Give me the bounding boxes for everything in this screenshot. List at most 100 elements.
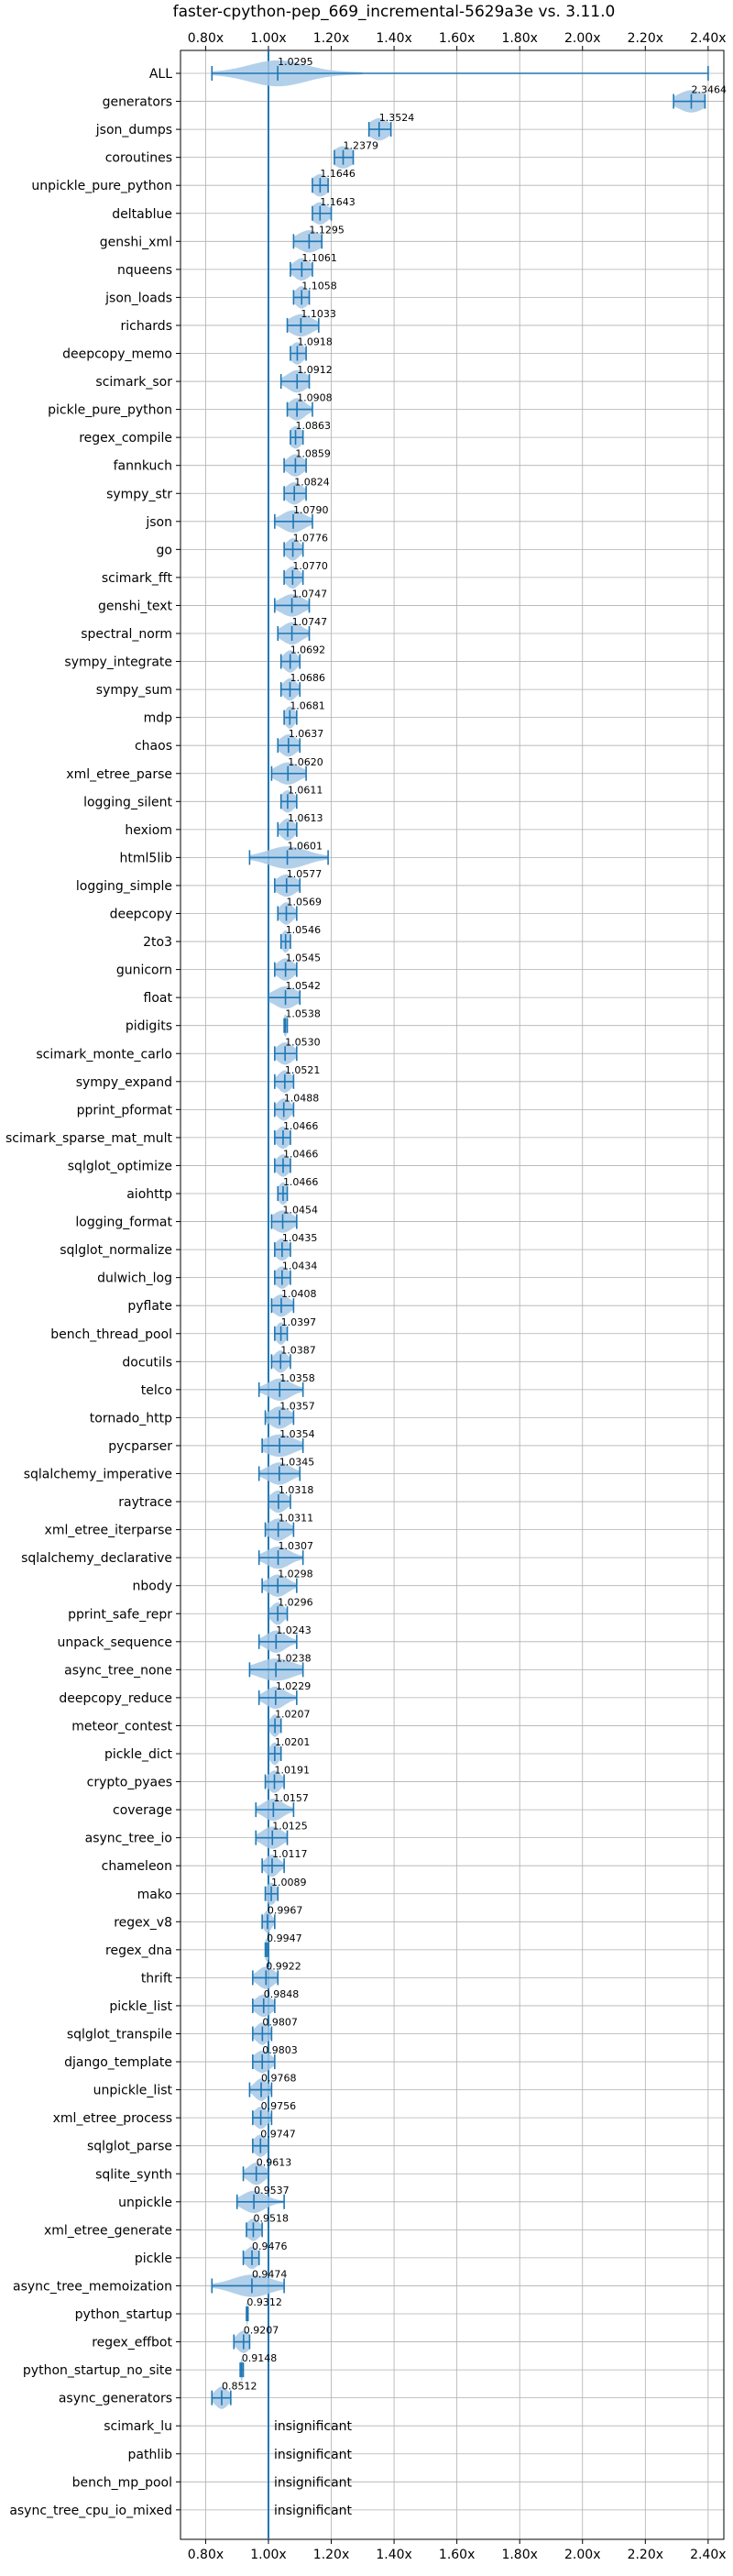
value-label: 1.3524 — [379, 112, 415, 124]
marks-layer: 1.0295 2.3464 1.3524 1.2379 1.1646 1.1643 1.12… — [211, 50, 727, 2539]
value-label: 0.9474 — [252, 2268, 288, 2280]
benchmark-label: logging_silent — [83, 795, 172, 809]
value-label: 1.0569 — [286, 897, 322, 908]
value-label: 0.9613 — [257, 2156, 292, 2168]
value-label: 1.0747 — [292, 588, 328, 600]
benchmark-label: sqlglot_optimize — [68, 1159, 172, 1173]
benchmark-label: docutils — [122, 1355, 172, 1370]
value-label: 1.0601 — [288, 840, 323, 852]
value-label: 1.0545 — [286, 952, 322, 964]
x-tick-label-bottom: 0.80x — [188, 2548, 224, 2562]
value-label: 1.0538 — [285, 1008, 321, 1020]
benchmark-label: genshi_xml — [100, 235, 172, 249]
benchmark-label: scimark_fft — [102, 571, 173, 586]
benchmark-label: regex_v8 — [114, 1915, 172, 1930]
value-label: 1.0345 — [279, 1457, 315, 1469]
value-label: 1.0466 — [283, 1120, 319, 1132]
value-label: 0.9476 — [252, 2240, 288, 2252]
value-label: 1.0191 — [275, 1765, 311, 1777]
value-label: 0.8512 — [222, 2381, 257, 2393]
value-label: 1.0387 — [280, 1344, 316, 1356]
value-label: 1.0201 — [275, 1736, 311, 1748]
x-tick-label-top: 2.40x — [690, 31, 726, 46]
insignificant-label: insignificant — [274, 2448, 353, 2462]
benchmark-label: python_startup_no_site — [23, 2363, 172, 2378]
chart-title: faster-cpython-pep_669_incremental-5629a… — [173, 3, 616, 21]
value-label: 1.0318 — [279, 1484, 314, 1496]
value-label: 1.0466 — [283, 1176, 319, 1188]
benchmark-label: async_tree_io — [85, 1832, 172, 1846]
benchmark-label: 2to3 — [143, 935, 172, 950]
benchmark-label: deepcopy_memo — [62, 347, 172, 362]
benchmark-label: xml_etree_parse — [66, 767, 172, 782]
value-label: 1.1643 — [320, 196, 356, 208]
insignificant-label: insignificant — [274, 2419, 353, 2434]
axis-layer: 0.80x 0.80x 1.00x 1.00x 1.20x 1.20x 1.40x 1.40x… — [5, 31, 727, 2562]
benchmark-label: deepcopy — [110, 908, 172, 922]
value-label: 0.9768 — [261, 2073, 297, 2085]
value-label: 1.0637 — [289, 728, 324, 740]
x-tick-label-bottom: 2.40x — [690, 2548, 726, 2562]
benchmark-label: sqlglot_parse — [87, 2140, 172, 2154]
value-label: 1.0408 — [281, 1288, 317, 1300]
benchmark-label: telco — [141, 1383, 172, 1398]
benchmark-label: pyflate — [127, 1299, 172, 1314]
benchmark-label: sympy_sum — [96, 683, 172, 698]
benchmark-label: python_startup — [75, 2307, 172, 2322]
benchmark-label: genshi_text — [98, 599, 173, 613]
value-label: 1.0790 — [293, 504, 329, 516]
benchmark-label: pathlib — [128, 2448, 173, 2462]
value-label: 1.0776 — [293, 532, 329, 544]
x-tick-label-bottom: 1.80x — [501, 2548, 537, 2562]
x-tick-label-top: 2.20x — [628, 31, 663, 46]
value-label: 1.0207 — [275, 1708, 311, 1720]
value-label: 2.3464 — [691, 84, 727, 96]
benchmark-label: float — [144, 991, 173, 1006]
benchmark-label: sympy_str — [106, 487, 172, 501]
benchmark-label: bench_mp_pool — [72, 2475, 172, 2490]
value-label: 0.9967 — [268, 1904, 303, 1916]
value-label: 1.1295 — [309, 224, 345, 236]
benchmark-label: async_tree_none — [64, 1663, 172, 1678]
value-label: 0.9518 — [253, 2212, 289, 2224]
value-label: 1.0397 — [281, 1316, 317, 1328]
value-label: 1.1058 — [301, 280, 337, 292]
value-label: 1.0912 — [297, 364, 333, 376]
value-label: 0.9807 — [262, 2017, 298, 2029]
benchmark-label: spectral_norm — [81, 627, 172, 642]
insignificant-label: insignificant — [274, 2475, 353, 2490]
benchmark-label: pycparser — [108, 1439, 172, 1454]
benchmark-label: json_loads — [104, 291, 172, 305]
benchmark-label: html5lib — [120, 851, 173, 865]
benchmark-label: async_generators — [59, 2392, 172, 2406]
value-label: 1.0229 — [276, 1680, 312, 1692]
benchmark-label: nqueens — [117, 263, 172, 278]
x-tick-label-bottom: 1.20x — [313, 2548, 349, 2562]
benchmark-label: deepcopy_reduce — [59, 1691, 172, 1706]
benchmark-label: pickle_list — [109, 1999, 172, 2014]
value-label: 1.0238 — [276, 1652, 312, 1664]
value-label: 1.0358 — [279, 1372, 315, 1384]
benchmark-label: sqlglot_normalize — [60, 1243, 172, 1258]
plot-frame — [180, 50, 725, 2540]
benchmark-label: scimark_lu — [104, 2419, 172, 2434]
benchmark-label: ALL — [149, 67, 172, 82]
benchmark-label: go — [157, 543, 172, 557]
benchmark-label: chaos — [135, 739, 172, 754]
benchmark-label: scimark_sor — [95, 375, 172, 390]
x-tick-label-top: 1.20x — [313, 31, 349, 46]
benchmark-label: mako — [137, 1888, 172, 1902]
x-tick-label-bottom: 2.20x — [628, 2548, 663, 2562]
value-label: 1.0611 — [288, 784, 323, 796]
benchmark-label: deltablue — [112, 207, 172, 222]
benchmark-label: logging_format — [75, 1216, 172, 1230]
value-label: 0.9747 — [260, 2129, 296, 2141]
benchmark-label: raytrace — [118, 1495, 172, 1510]
value-label: 0.9312 — [246, 2296, 282, 2308]
value-label: 1.0454 — [283, 1205, 319, 1216]
benchmark-label: unpickle_pure_python — [31, 179, 172, 193]
x-tick-label-bottom: 1.40x — [376, 2548, 411, 2562]
benchmark-label: django_template — [64, 2055, 172, 2070]
benchmark-label: pickle — [135, 2251, 172, 2266]
